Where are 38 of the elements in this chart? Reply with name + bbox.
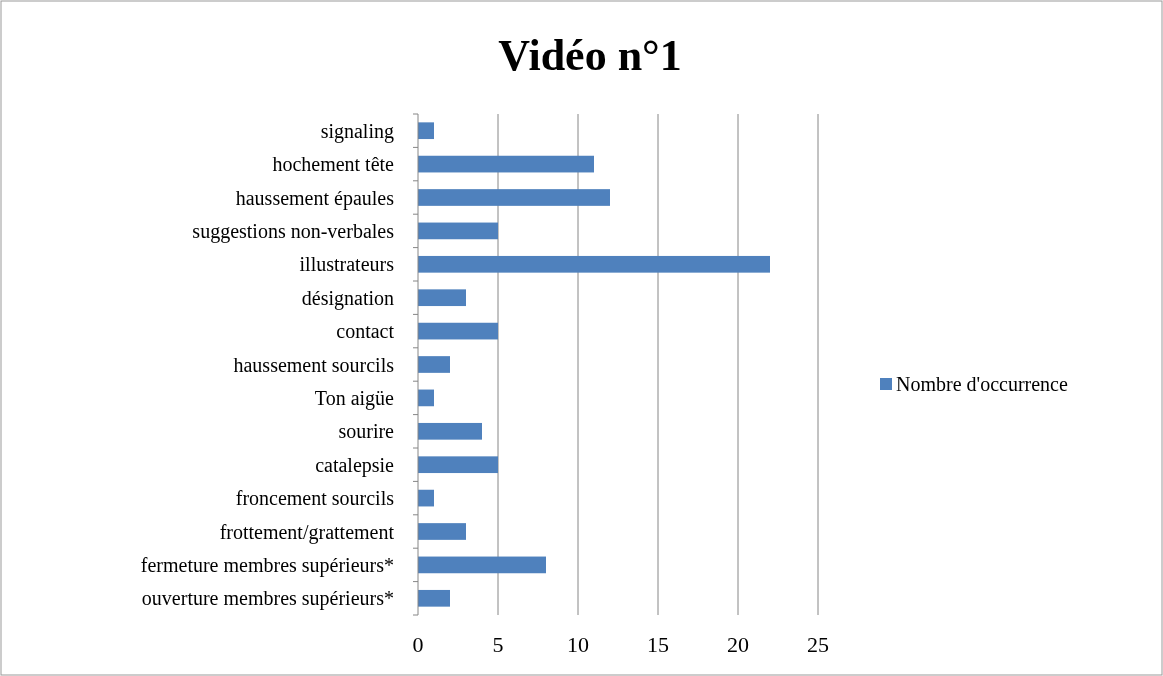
bar <box>418 122 434 140</box>
x-tick-label: 25 <box>807 632 829 657</box>
bar <box>418 289 466 307</box>
y-tick-label: contact <box>336 320 395 343</box>
bar <box>418 589 450 607</box>
x-tick-label: 5 <box>492 632 504 657</box>
y-tick-label: illustrateurs <box>299 253 395 276</box>
y-tick-label: ouverture membres supérieurs* <box>141 587 394 611</box>
x-tick-label: 20 <box>727 632 749 657</box>
bar <box>418 155 594 173</box>
x-tick-label: 10 <box>567 632 589 657</box>
y-tick-label: sourire <box>338 420 395 443</box>
y-tick-label: suggestions non-verbales <box>192 219 395 243</box>
y-tick-label: hochement tête <box>272 153 395 176</box>
y-tick-label: froncement sourcils <box>235 487 395 510</box>
bar <box>418 422 482 440</box>
x-tick-label: 0 <box>412 632 424 657</box>
legend-label: Nombre d'occurrence <box>896 373 1068 395</box>
y-tick-label: désignation <box>301 286 394 310</box>
bar <box>418 222 498 240</box>
y-tick-label: fermeture membres supérieurs* <box>140 553 394 577</box>
y-tick-label: signaling <box>320 119 394 143</box>
bar <box>418 489 434 507</box>
bar <box>418 556 546 574</box>
bar <box>418 255 770 273</box>
y-tick-label: haussement épaules <box>235 186 395 210</box>
bar <box>418 389 434 407</box>
y-tick-label: haussement sourcils <box>233 353 395 376</box>
bar <box>418 456 498 474</box>
y-tick-label: catalepsie <box>315 453 395 477</box>
y-tick-label: Ton aigüe <box>314 386 395 410</box>
chart-title: Vidéo n°1 <box>498 31 682 80</box>
bar <box>418 356 450 373</box>
bar <box>418 523 466 540</box>
bar <box>418 189 610 206</box>
y-tick-label: frottement/grattement <box>219 520 395 544</box>
bar <box>418 322 498 340</box>
x-tick-label: 15 <box>647 632 669 657</box>
